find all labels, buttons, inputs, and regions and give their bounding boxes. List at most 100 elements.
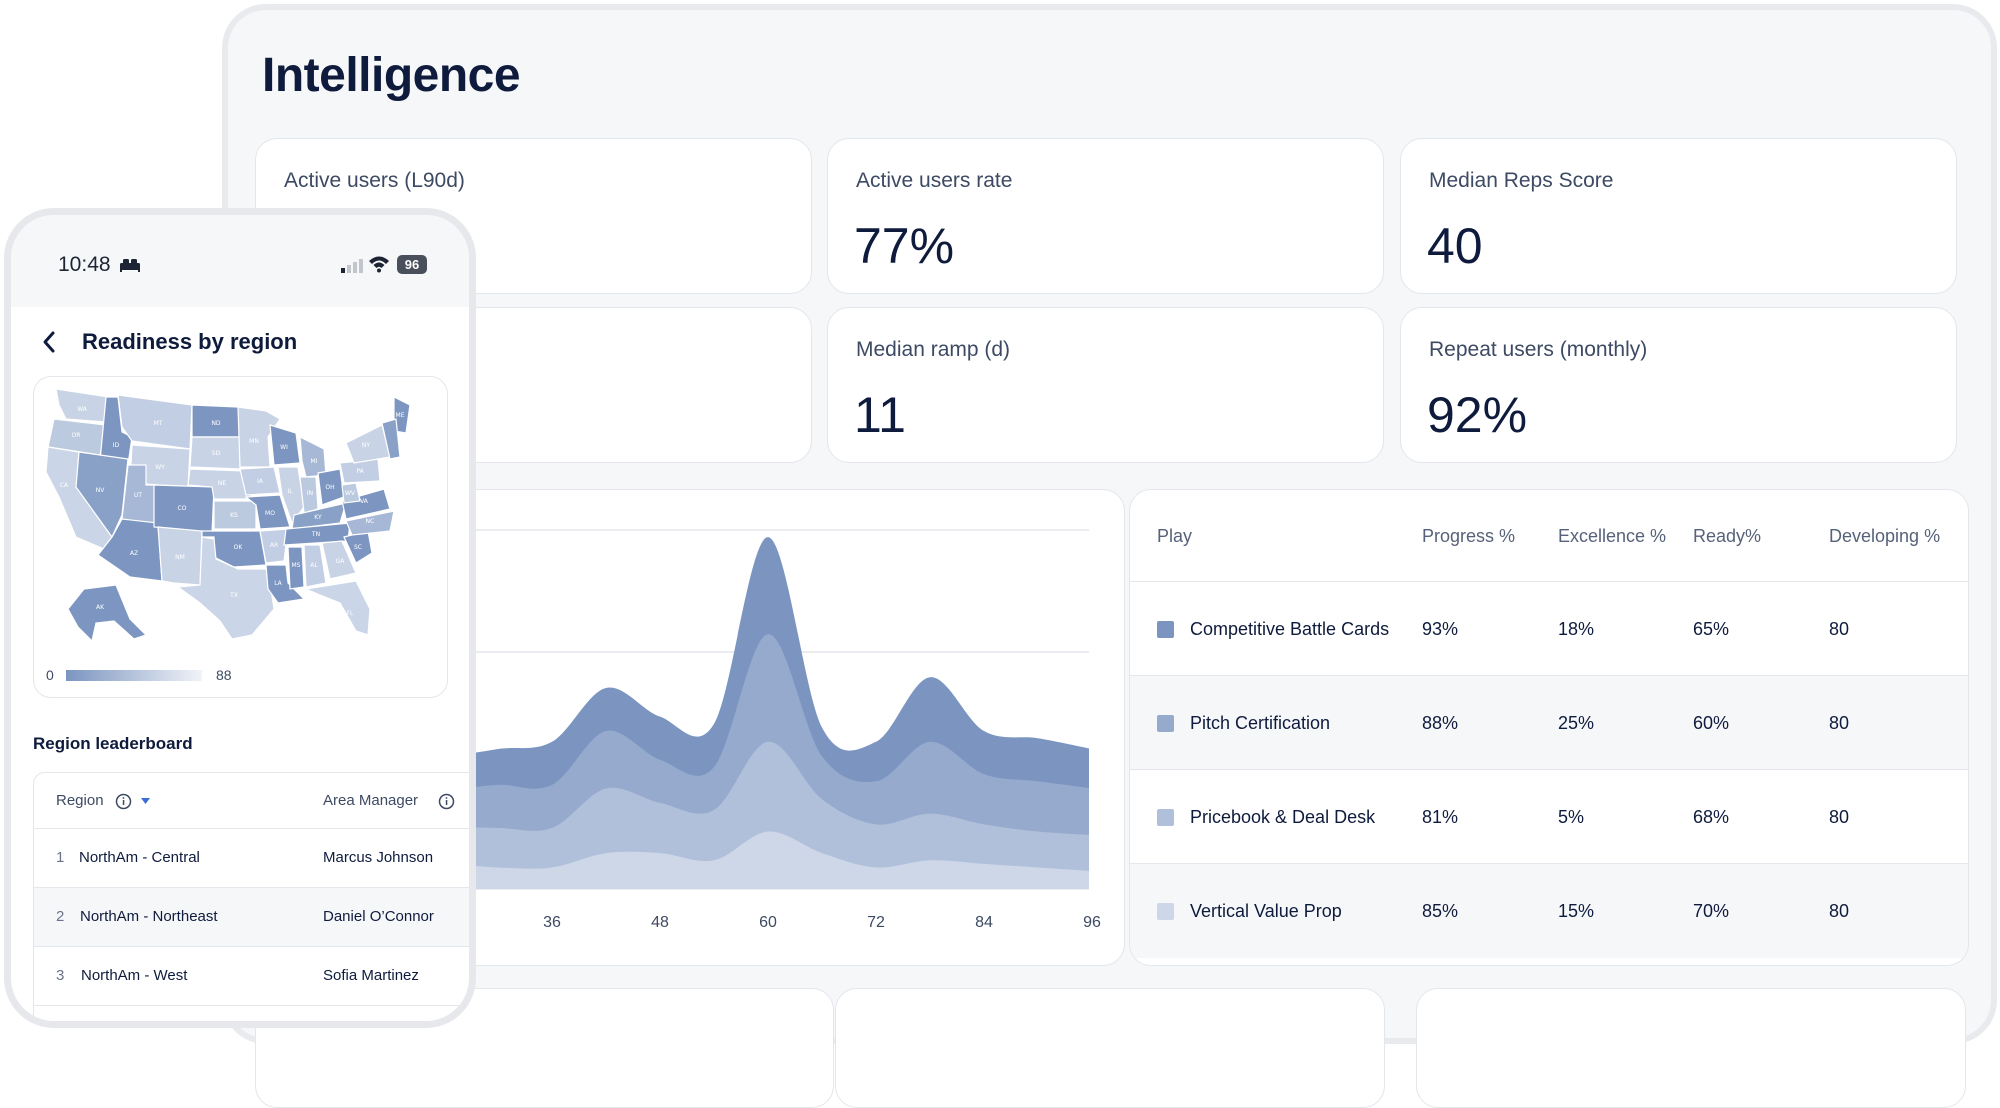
sort-down-icon[interactable]: [140, 797, 151, 806]
us-choropleth-map[interactable]: WA OR CA ID NV MT WY UT AZ CO NM ND SD N…: [34, 377, 449, 699]
map-label: NY: [362, 442, 370, 449]
screen-title: Readiness by region: [82, 329, 298, 354]
column-header-area-manager[interactable]: Area Manager: [323, 792, 419, 809]
map-label: OK: [234, 544, 244, 551]
map-label: NM: [175, 554, 185, 561]
state-wa: [55, 388, 110, 423]
play-name: Competitive Battle Cards: [1190, 619, 1390, 639]
area-series-2[interactable]: [336, 741, 1092, 889]
wifi-icon: [369, 256, 389, 273]
map-label: TN: [311, 531, 320, 538]
map-label: SD: [212, 450, 221, 457]
map-label: OR: [72, 432, 81, 439]
column-header-ready[interactable]: Ready%: [1693, 526, 1762, 546]
leaderboard-row[interactable]: 3 NorthAm - West Sofia Martinez: [34, 947, 469, 1006]
column-header-play[interactable]: Play: [1157, 526, 1193, 546]
x-tick-label: 36: [543, 914, 561, 931]
column-header-region[interactable]: Region: [56, 792, 104, 809]
column-header-developing[interactable]: Developing %: [1829, 526, 1941, 546]
table-row[interactable]: Competitive Battle Cards 93% 18% 65% 80: [1130, 582, 1968, 676]
dashboard-window: Intelligence Active users (L90d) Active …: [222, 4, 1997, 1108]
map-label: WY: [155, 464, 165, 471]
ready-value: 60%: [1693, 713, 1730, 733]
kpi-card-median-reps-score[interactable]: Median Reps Score 40: [1400, 138, 1957, 294]
signal-icon: [341, 259, 363, 273]
excellence-value: 15%: [1558, 901, 1595, 921]
developing-value: 80: [1829, 807, 1850, 827]
kpi-value: 77%: [854, 218, 955, 274]
rank: 1: [56, 849, 65, 866]
battery-indicator: 96: [397, 255, 427, 274]
area-series-1[interactable]: [336, 831, 1092, 889]
info-icon[interactable]: [438, 793, 455, 810]
map-label: PA: [356, 468, 364, 475]
map-label: SC: [354, 544, 362, 551]
play-table: Play Progress % Excellence % Ready% Deve…: [1129, 489, 1969, 966]
map-label: AR: [270, 542, 278, 549]
state-wi: [269, 424, 301, 466]
manager-name: Daniel O’Connor: [323, 908, 434, 925]
region-map-card: WA OR CA ID NV MT WY UT AZ CO NM ND SD N…: [33, 376, 448, 698]
state-ky: [291, 502, 347, 530]
info-icon[interactable]: [115, 793, 132, 810]
map-label: ID: [113, 442, 120, 449]
play-name: Pricebook & Deal Desk: [1190, 807, 1376, 827]
series-swatch: [1157, 621, 1174, 638]
map-label: AZ: [130, 550, 138, 557]
map-label: CA: [60, 482, 69, 489]
map-label: NE: [218, 480, 226, 487]
leaderboard-header: Region Area Manager: [34, 773, 469, 829]
page-title: Intelligence: [262, 49, 521, 102]
table-row[interactable]: Pitch Certification 88% 25% 60% 80: [1130, 676, 1968, 770]
map-label: WA: [77, 406, 88, 413]
state-nm: [157, 526, 203, 586]
state-ak: [67, 584, 148, 643]
map-label: UT: [134, 492, 142, 499]
kpi-label: Repeat users (monthly): [1429, 338, 1648, 361]
kpi-label: Active users (L90d): [284, 169, 465, 192]
x-tick-label: 60: [759, 914, 777, 931]
table-row[interactable]: Vertical Value Prop 85% 15% 70% 80: [1130, 864, 1968, 958]
state-al: [303, 544, 327, 588]
table-row[interactable]: Pricebook & Deal Desk 81% 5% 68% 80: [1130, 770, 1968, 864]
ready-value: 68%: [1693, 807, 1730, 827]
column-header-excellence[interactable]: Excellence %: [1558, 526, 1667, 546]
map-label: GA: [336, 558, 346, 565]
leaderboard-title: Region leaderboard: [33, 734, 193, 753]
x-tick-label: 84: [975, 914, 993, 931]
progress-value: 85%: [1422, 901, 1459, 921]
bottom-card[interactable]: [1416, 988, 1966, 1108]
manager-name: Sofia Martinez: [323, 967, 419, 984]
developing-value: 80: [1829, 619, 1850, 639]
state-fl: [303, 580, 371, 636]
x-tick-label: 48: [651, 914, 669, 931]
x-tick-label: 96: [1083, 914, 1101, 931]
excellence-value: 18%: [1558, 619, 1595, 639]
map-label: KS: [230, 512, 238, 519]
state-ga: [321, 540, 357, 580]
table-header: Play Progress % Excellence % Ready% Deve…: [1130, 490, 1968, 582]
kpi-card-median-ramp[interactable]: Median ramp (d) 11: [827, 307, 1384, 463]
kpi-card-active-users-rate[interactable]: Active users rate 77%: [827, 138, 1384, 294]
region-name: NorthAm - Northeast: [80, 908, 218, 925]
progress-value: 93%: [1422, 619, 1459, 639]
map-label: CO: [178, 505, 187, 512]
leaderboard-row[interactable]: 1 NorthAm - Central Marcus Johnson: [34, 829, 469, 888]
map-label: NC: [366, 518, 375, 525]
back-chevron-icon[interactable]: [41, 330, 57, 354]
map-label: MN: [249, 438, 259, 445]
kpi-card-repeat-users[interactable]: Repeat users (monthly) 92%: [1400, 307, 1957, 463]
state-mt: [117, 394, 193, 450]
map-label: MS: [292, 562, 301, 569]
state-ne-small: [381, 418, 401, 460]
column-header-progress[interactable]: Progress %: [1422, 526, 1516, 546]
map-label: KY: [314, 514, 322, 521]
excellence-value: 5%: [1558, 807, 1585, 827]
kpi-label: Median ramp (d): [856, 338, 1011, 361]
map-label: ND: [211, 420, 220, 427]
leaderboard-row[interactable]: 2 NorthAm - Northeast Daniel O’Connor: [34, 888, 469, 947]
kpi-value: 40: [1427, 218, 1483, 274]
x-tick-label: 72: [867, 914, 885, 931]
bottom-card[interactable]: [835, 988, 1385, 1108]
rank: 3: [56, 967, 65, 984]
